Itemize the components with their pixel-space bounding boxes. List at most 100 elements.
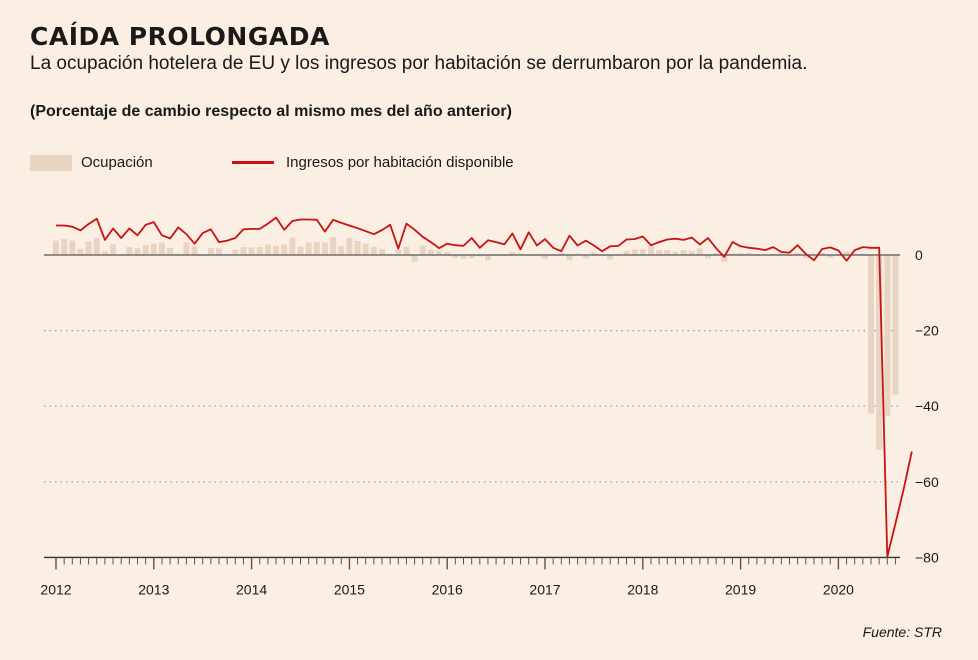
occupancy-bar — [142, 245, 149, 255]
occupancy-bar — [827, 255, 834, 258]
occupancy-bar — [436, 250, 443, 255]
x-tick-label: 2012 — [40, 581, 71, 597]
occupancy-bar — [484, 255, 491, 261]
occupancy-bar — [321, 242, 328, 255]
occupancy-bar — [411, 255, 418, 262]
occupancy-bar — [444, 251, 451, 255]
chart-area: 0 −20 −40 −60 −80 2012 2013 2014 2015 2016 2017 201… — [40, 216, 939, 597]
occupancy-bar — [313, 242, 320, 255]
occupancy-bar — [110, 244, 117, 255]
revpar-line — [56, 216, 913, 558]
occupancy-bar — [713, 253, 720, 255]
legend-swatch-line — [232, 161, 274, 164]
occupancy-bar — [305, 242, 312, 255]
units-note: (Porcentaje de cambio respecto al mismo … — [30, 103, 512, 120]
occupancy-bar — [672, 251, 679, 255]
occupancy-bar — [566, 255, 573, 261]
occupancy-bar — [158, 242, 165, 255]
legend-label-occupancy: Ocupación — [81, 154, 153, 171]
occupancy-bar — [680, 250, 687, 255]
occupancy-bar — [330, 237, 337, 255]
occupancy-bar — [77, 248, 84, 255]
occupancy-bar — [248, 247, 255, 255]
occupancy-bar — [419, 245, 426, 255]
occupancy-bar — [427, 249, 434, 255]
occupancy-bar — [778, 252, 785, 255]
occupancy-bar — [232, 249, 239, 255]
y-tick-label: −20 — [915, 323, 939, 339]
x-tick-label: 2016 — [432, 581, 463, 597]
occupancy-bar — [53, 240, 59, 255]
occupancy-bar — [167, 247, 174, 255]
occupancy-bar — [183, 242, 190, 255]
x-tick-label: 2017 — [529, 581, 560, 597]
occupancy-bar — [859, 253, 866, 255]
occupancy-bar — [126, 247, 133, 255]
occupancy-bar — [688, 251, 695, 255]
occupancy-bar — [134, 248, 141, 255]
occupancy-bar — [737, 253, 744, 255]
occupancy-bar — [639, 248, 646, 255]
x-tick-label: 2013 — [138, 581, 169, 597]
occupancy-bar — [868, 255, 874, 414]
y-tick-label: −60 — [915, 474, 939, 490]
chart-title: CAÍDA PROLONGADA — [30, 22, 330, 51]
occupancy-bar — [452, 255, 459, 259]
occupancy-bar — [892, 255, 899, 395]
occupancy-bar — [468, 255, 475, 259]
occupancy-bar — [216, 248, 222, 255]
occupancy-bar — [297, 246, 304, 255]
occupancy-bar — [395, 249, 402, 255]
occupancy-bar — [281, 244, 288, 255]
occupancy-bar — [794, 253, 801, 255]
legend-label-revpar: Ingresos por habitación disponible — [286, 154, 514, 171]
occupancy-bar — [240, 247, 247, 255]
occupancy-bar — [346, 237, 353, 255]
occupancy-bar — [362, 243, 369, 255]
y-tick-label: 0 — [915, 247, 923, 263]
legend-swatch-bar — [30, 154, 72, 171]
x-tick-label: 2018 — [627, 581, 658, 597]
occupancy-bar — [705, 255, 711, 259]
legend-item-revpar: Ingresos por habitación disponible — [232, 154, 514, 171]
occupancy-bar — [85, 241, 92, 255]
occupancy-bar — [819, 252, 826, 255]
chart-subtitle: La ocupación hotelera de EU y los ingres… — [30, 53, 808, 74]
occupancy-bar — [289, 237, 296, 255]
occupancy-bar — [558, 253, 565, 255]
occupancy-bar — [656, 250, 663, 255]
legend: Ocupación Ingresos por habitación dispon… — [30, 154, 630, 176]
occupancy-bar — [843, 251, 850, 255]
occupancy-bar — [61, 239, 68, 255]
occupancy-bar — [876, 255, 883, 450]
occupancy-bar — [590, 252, 597, 255]
x-tick-label: 2020 — [823, 581, 854, 597]
occupancy-bar — [273, 245, 280, 255]
legend-item-occupancy: Ocupación — [30, 154, 153, 171]
occupancy-bar — [354, 241, 361, 255]
occupancy-bar — [207, 247, 214, 255]
occupancy-bar — [191, 246, 198, 255]
occupancy-bar — [403, 246, 410, 255]
occupancy-bar — [517, 253, 524, 255]
occupancy-bar — [582, 255, 589, 259]
x-tick-label: 2014 — [236, 581, 267, 597]
occupancy-bar — [542, 255, 548, 259]
x-tick-label: 2019 — [725, 581, 756, 597]
occupancy-bar — [664, 250, 671, 255]
occupancy-bar — [370, 246, 377, 255]
source-note: Fuente: STR — [862, 624, 942, 640]
occupancy-bar — [264, 244, 271, 255]
occupancy-bar — [256, 247, 263, 255]
occupancy-bar — [476, 255, 483, 257]
occupancy-bar — [696, 248, 703, 255]
occupancy-bar — [884, 255, 891, 416]
x-tick-label: 2015 — [334, 581, 365, 597]
occupancy-bar — [101, 251, 108, 255]
occupancy-bar — [150, 243, 157, 255]
occupancy-bar — [460, 255, 467, 260]
occupancy-bar — [338, 246, 345, 255]
y-tick-label: −80 — [915, 549, 939, 565]
occupancy-bar — [647, 245, 654, 255]
occupancy-bar — [69, 240, 76, 255]
